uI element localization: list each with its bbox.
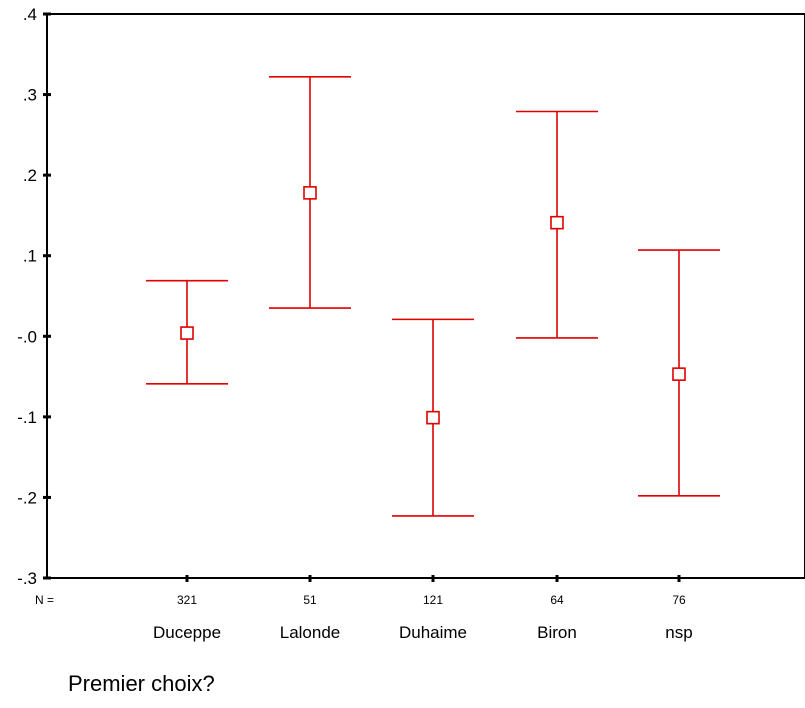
mean-marker [426,410,440,425]
error-bar-nsp [638,249,720,497]
series-error-bars [146,76,720,517]
error-bar-biron [516,110,598,339]
category-label: nsp [665,623,692,642]
n-count-label: 64 [550,593,564,607]
category-label: Duceppe [153,623,221,642]
n-prefix-label: N = [35,593,54,607]
y-tick-label: -.1 [17,408,37,427]
category-label: Lalonde [280,623,341,642]
n-count-label: 51 [303,593,317,607]
category-label: Duhaime [399,623,467,642]
n-count-label: 321 [177,593,197,607]
error-bar-duceppe [146,279,228,385]
mean-marker [180,326,194,340]
mean-marker [672,367,686,381]
x-axis: 321 Duceppe 51 Lalonde 121 Duhaime 64 Biron 76 ns… [153,575,693,642]
n-count-label: 76 [672,593,686,607]
mean-marker [550,215,564,230]
category-label: Biron [537,623,577,642]
y-tick-label: -.0 [17,327,37,346]
y-tick-label: -.3 [17,569,37,588]
mean-marker [303,186,317,200]
y-tick-label: .1 [23,247,37,266]
y-tick-label: -.2 [17,488,37,507]
n-count-label: 121 [423,593,443,607]
plot-frame [46,13,805,579]
error-bar-duhaime [392,318,474,517]
y-tick-label: .2 [23,166,37,185]
x-axis-title: Premier choix? [68,671,215,696]
y-axis: .4 .3 .2 .1 -.0 -.1 -.2 -.3 [17,5,51,588]
y-tick-label: .3 [23,86,37,105]
error-bar-lalonde [269,76,351,309]
y-tick-label: .4 [23,5,37,24]
